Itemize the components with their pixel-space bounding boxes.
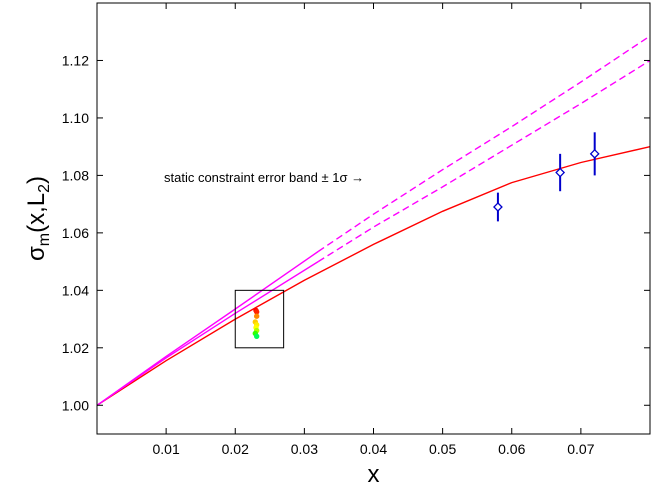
series-line-1 [97,146,650,406]
x-tick-label-4: 0.04 [360,441,387,457]
y-tick-label-7: 1.12 [62,52,89,68]
y-tick-label-3: 1.04 [62,282,89,298]
y-axis-title-sigma: σ [23,246,50,261]
x-tick-label-5: 0.05 [429,441,456,457]
data-point-1 [493,202,503,212]
cluster-point-2 [253,309,260,315]
y-tick-label-5: 1.08 [62,167,89,183]
y-axis-title-open: (x,L [23,193,50,233]
data-point-2 [555,167,566,178]
x-tick-label-3: 0.03 [291,441,318,457]
x-tick-label-1: 0.01 [153,441,180,457]
points-layer [252,132,600,340]
y-axis-title-sub-2: 2 [36,184,53,193]
data-point-3 [589,148,600,159]
series-line-3 [317,35,650,253]
inset-box [234,289,285,349]
annotation-text: static constraint error band ± 1σ → [164,170,364,185]
ticks-layer: 0.01 0.02 0.03 0.04 0.05 0.06 0.07 1.00 1.02 1.04… [62,3,650,457]
x-tick-label-7: 0.07 [567,441,594,457]
x-tick-label-6: 0.06 [498,441,525,457]
x-axis-title: x [368,461,380,488]
y-axis-title: σm(x,L2) [23,176,53,261]
y-tick-label-1: 1.00 [62,397,89,413]
y-axis-title-close: ) [23,176,50,184]
y-tick-label-2: 1.02 [62,340,89,356]
series-line-4 [97,261,319,406]
cluster-point-9 [253,333,260,340]
series-line-5 [317,59,650,263]
y-tick-label-4: 1.06 [62,225,89,241]
y-tick-label-6: 1.10 [62,110,89,126]
x-tick-label-2: 0.02 [222,441,249,457]
y-axis-title-sub-m: m [36,233,53,246]
cluster-point-3 [253,313,260,319]
series-layer [97,35,650,406]
